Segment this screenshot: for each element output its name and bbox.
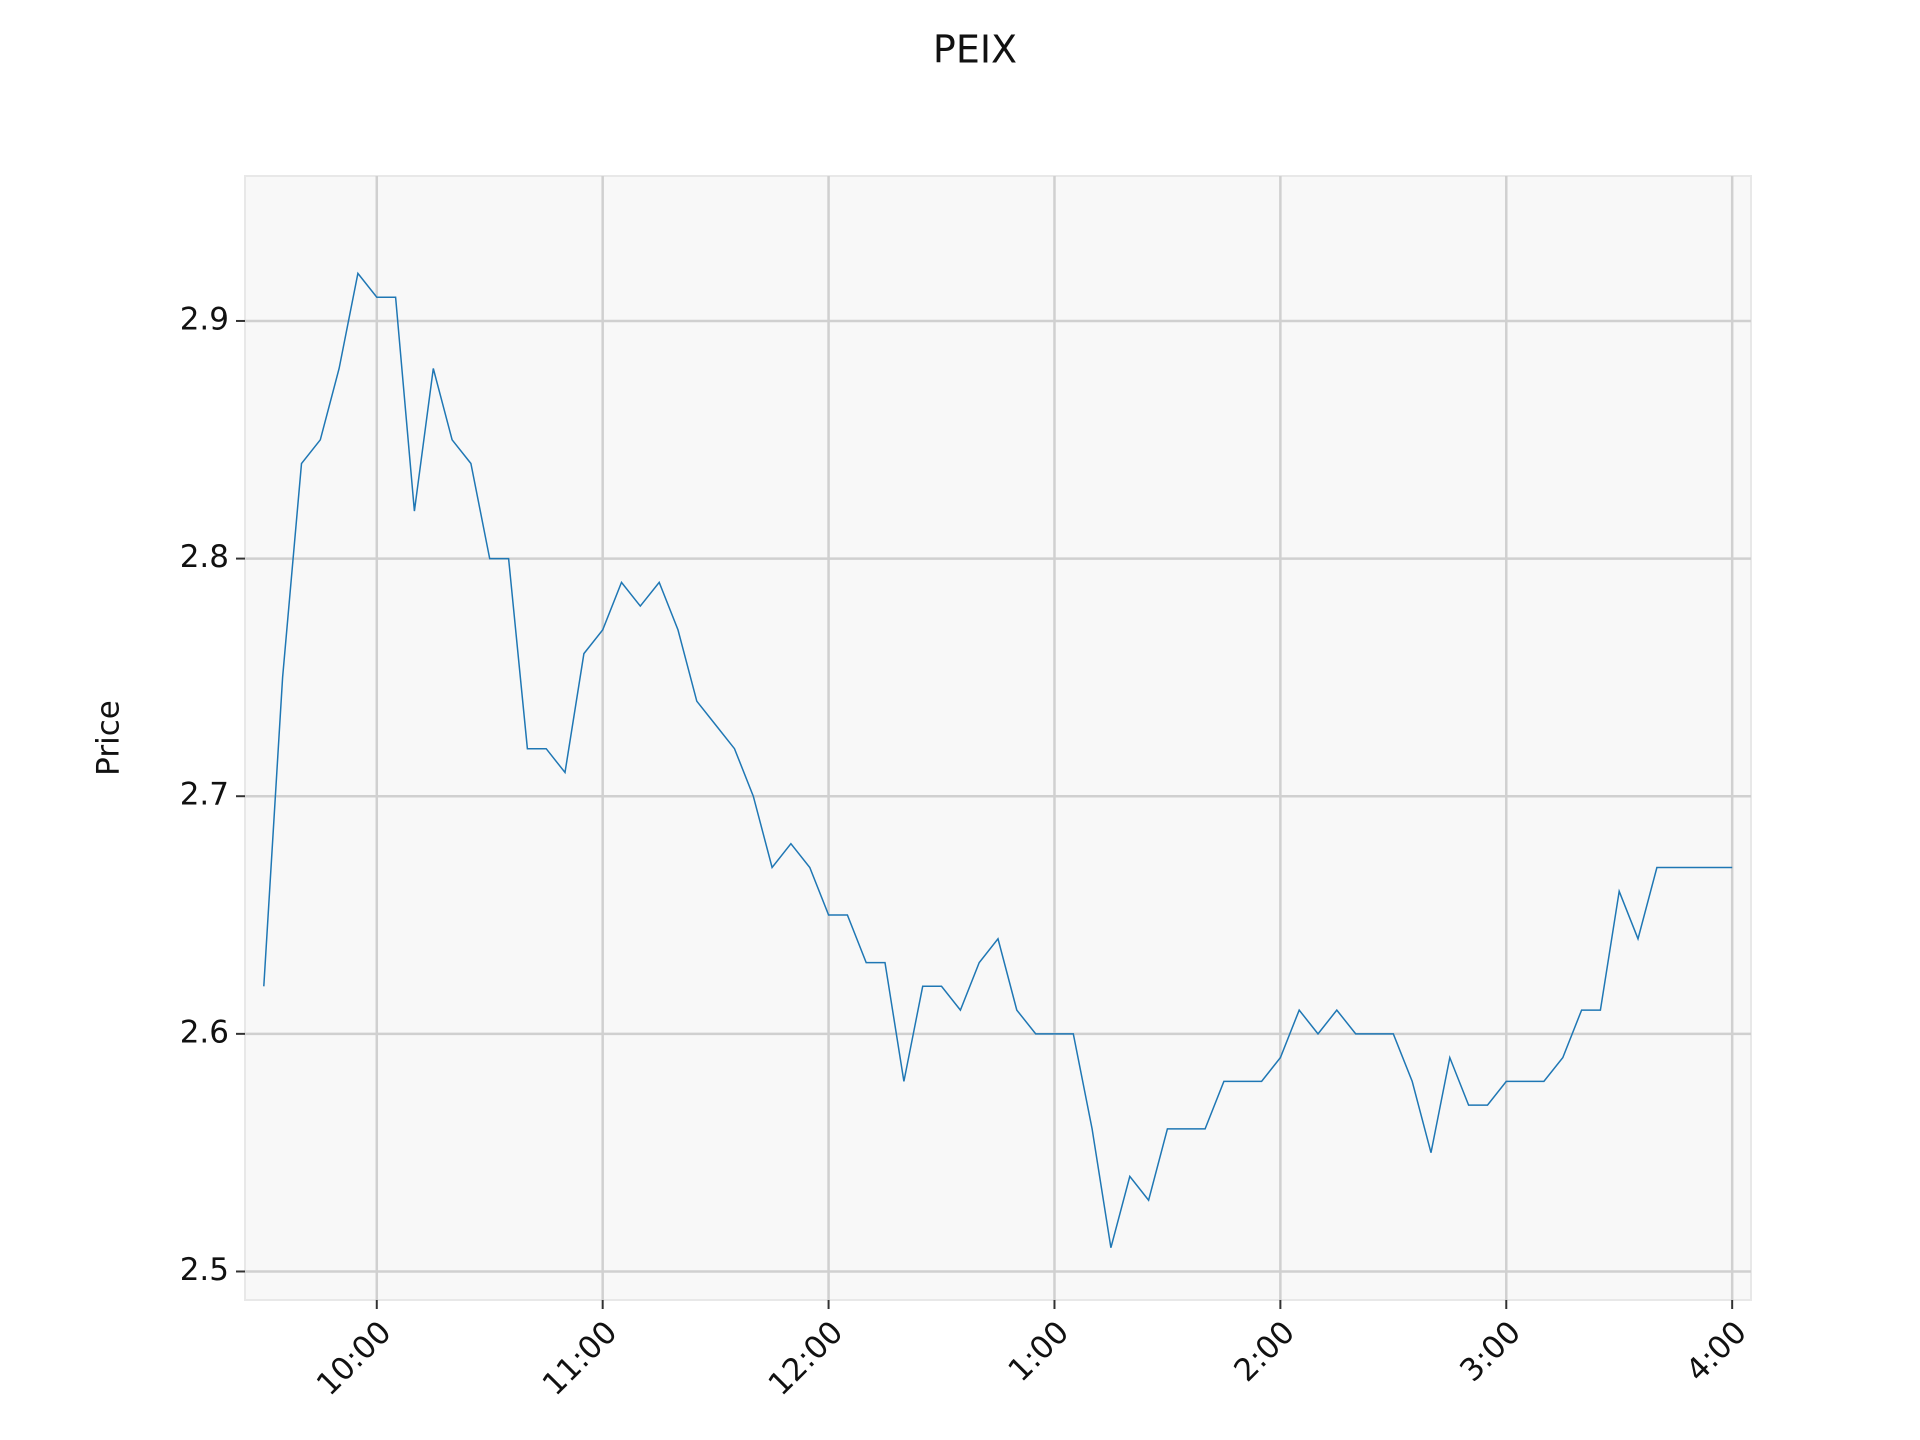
x-tick-label: 2:00 bbox=[1227, 1314, 1302, 1389]
x-tick-label: 12:00 bbox=[762, 1314, 851, 1403]
x-tick-label: 1:00 bbox=[1001, 1314, 1076, 1389]
y-tick-label: 2.7 bbox=[180, 777, 229, 813]
price-line bbox=[263, 271, 1733, 1248]
x-tick-label: 11:00 bbox=[536, 1314, 625, 1403]
y-tick-label: 2.5 bbox=[180, 1252, 229, 1288]
plot-area bbox=[244, 175, 1752, 1301]
y-tick-label: 2.8 bbox=[180, 539, 229, 575]
x-tick-label: 10:00 bbox=[310, 1314, 399, 1403]
y-axis-label: Price bbox=[91, 700, 127, 776]
y-tick-label: 2.6 bbox=[180, 1014, 229, 1050]
x-tick-label: 3:00 bbox=[1453, 1314, 1528, 1389]
x-tick-label: 4:00 bbox=[1679, 1314, 1754, 1389]
chart-title: PEIX bbox=[933, 28, 1017, 72]
y-tick-label: 2.9 bbox=[180, 301, 229, 337]
